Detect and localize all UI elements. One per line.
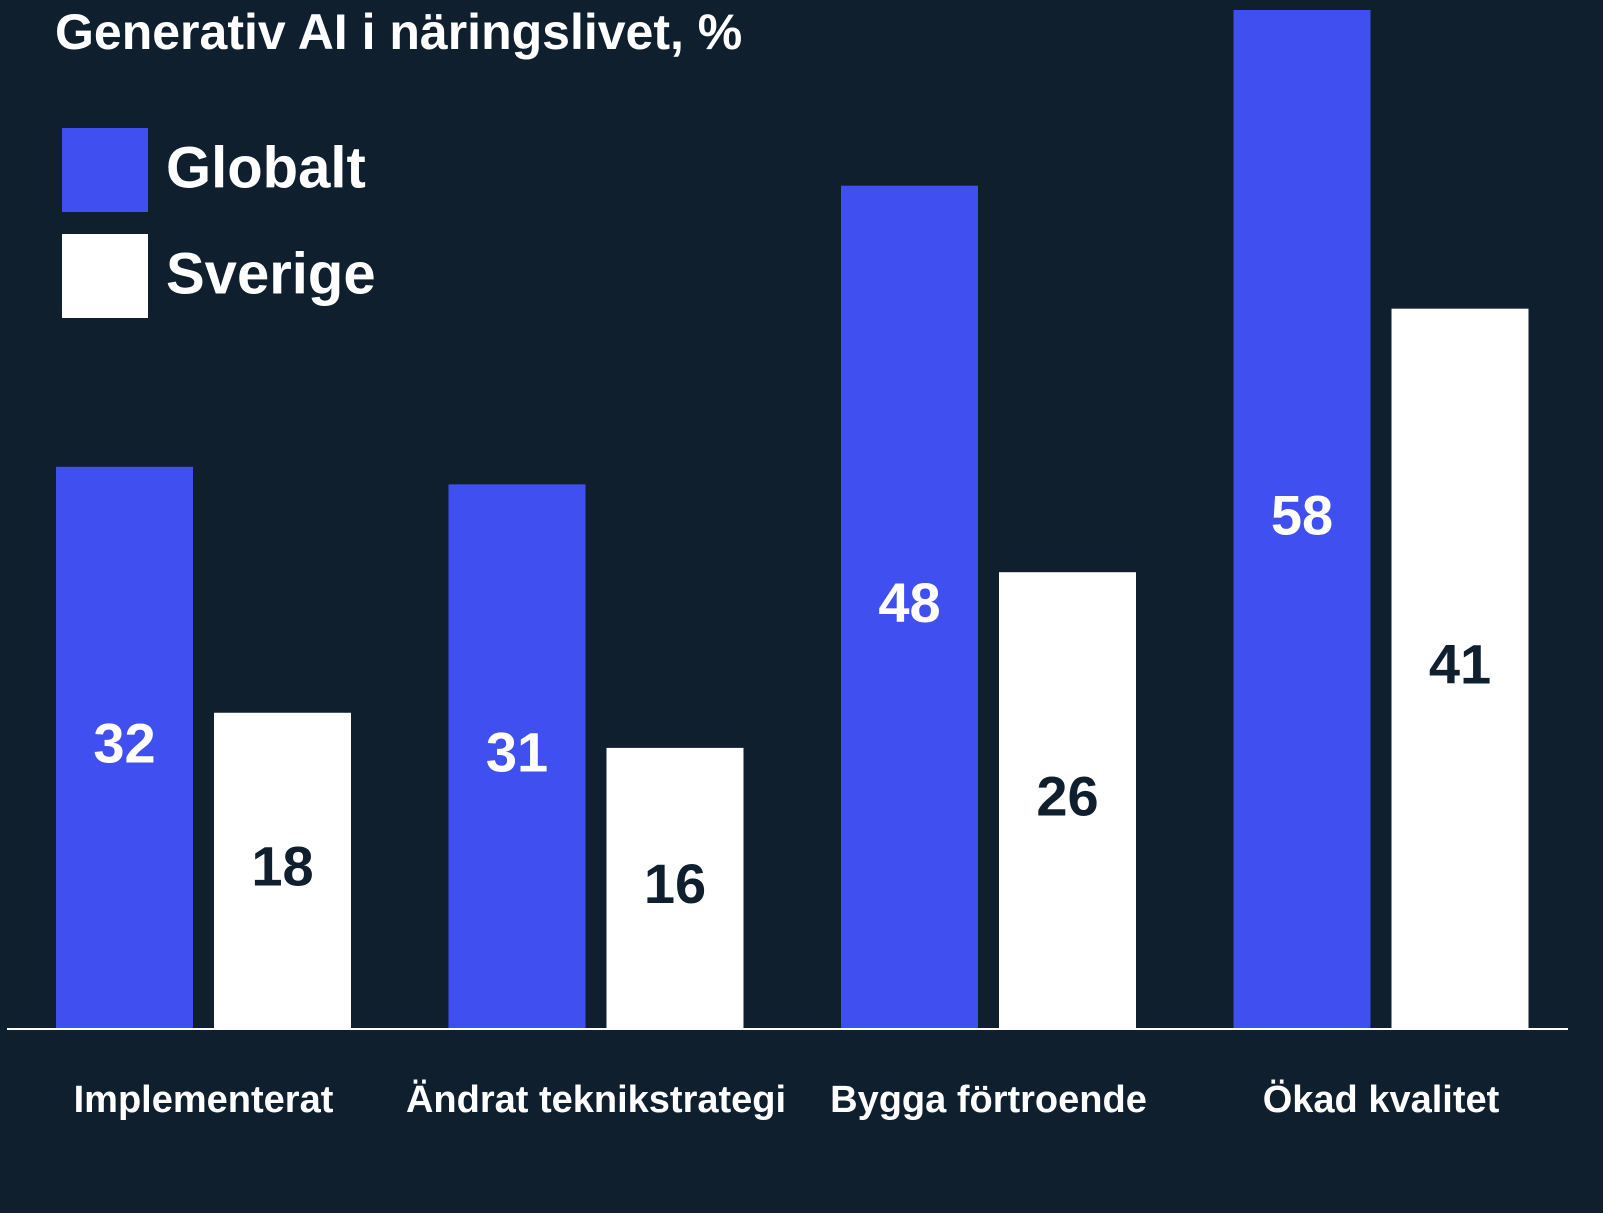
- x-tick-label: Bygga förtroende: [830, 1079, 1147, 1121]
- bar: [999, 572, 1136, 1029]
- value-label: 41: [1429, 633, 1491, 696]
- bar: [1391, 308, 1529, 1029]
- value-label: 48: [878, 571, 940, 634]
- x-tick-label: Ändrat teknikstrategi: [405, 1079, 787, 1121]
- bar: [56, 466, 193, 1029]
- bar: [214, 712, 351, 1029]
- value-label: 58: [1271, 483, 1333, 546]
- value-label: 16: [644, 852, 706, 915]
- value-label: 26: [1036, 764, 1098, 827]
- bar: [1233, 10, 1371, 1029]
- value-label: 18: [251, 835, 313, 898]
- x-tick-label: Ökad kvalitet: [1262, 1079, 1500, 1121]
- legend-label: Globalt: [166, 135, 366, 200]
- legend-label: Sverige: [166, 241, 376, 306]
- bar: [448, 484, 586, 1029]
- value-label: 32: [93, 712, 155, 775]
- x-tick-label: Implementerat: [73, 1079, 334, 1121]
- chart-title: Generativ AI i näringslivet, %: [55, 4, 742, 60]
- legend-swatch: [62, 128, 148, 212]
- bar: [606, 747, 744, 1029]
- legend-swatch: [62, 234, 148, 318]
- bar: [841, 185, 978, 1030]
- value-label: 31: [486, 720, 548, 783]
